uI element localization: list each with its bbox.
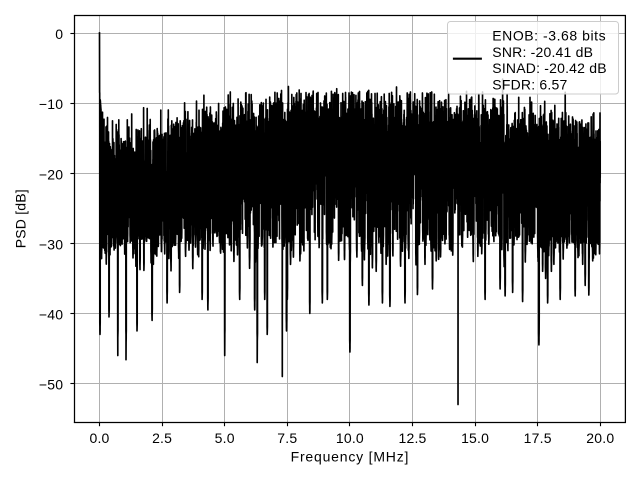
svg-text:Frequency [MHz]: Frequency [MHz] [291, 448, 410, 464]
svg-text:20.0: 20.0 [586, 430, 614, 446]
svg-text:ENOB: -3.68 bits: ENOB: -3.68 bits [492, 27, 606, 43]
svg-text:PSD [dB]: PSD [dB] [12, 189, 28, 248]
svg-text:2.5: 2.5 [152, 430, 172, 446]
svg-text:SNR: -20.41 dB: SNR: -20.41 dB [492, 44, 593, 60]
svg-text:0: 0 [55, 26, 63, 42]
svg-text:7.5: 7.5 [277, 430, 297, 446]
svg-text:−40: −40 [39, 307, 63, 323]
svg-text:SINAD: -20.42 dB: SINAD: -20.42 dB [492, 60, 606, 76]
svg-text:SFDR: 6.57: SFDR: 6.57 [492, 77, 567, 93]
svg-text:−10: −10 [39, 96, 63, 112]
svg-text:−30: −30 [39, 236, 63, 252]
svg-text:0.0: 0.0 [89, 430, 109, 446]
svg-text:17.5: 17.5 [524, 430, 552, 446]
svg-text:−20: −20 [39, 166, 63, 182]
svg-text:−50: −50 [39, 377, 63, 393]
svg-text:15.0: 15.0 [461, 430, 489, 446]
svg-text:10.0: 10.0 [336, 430, 364, 446]
svg-text:12.5: 12.5 [398, 430, 426, 446]
svg-text:5.0: 5.0 [215, 430, 235, 446]
